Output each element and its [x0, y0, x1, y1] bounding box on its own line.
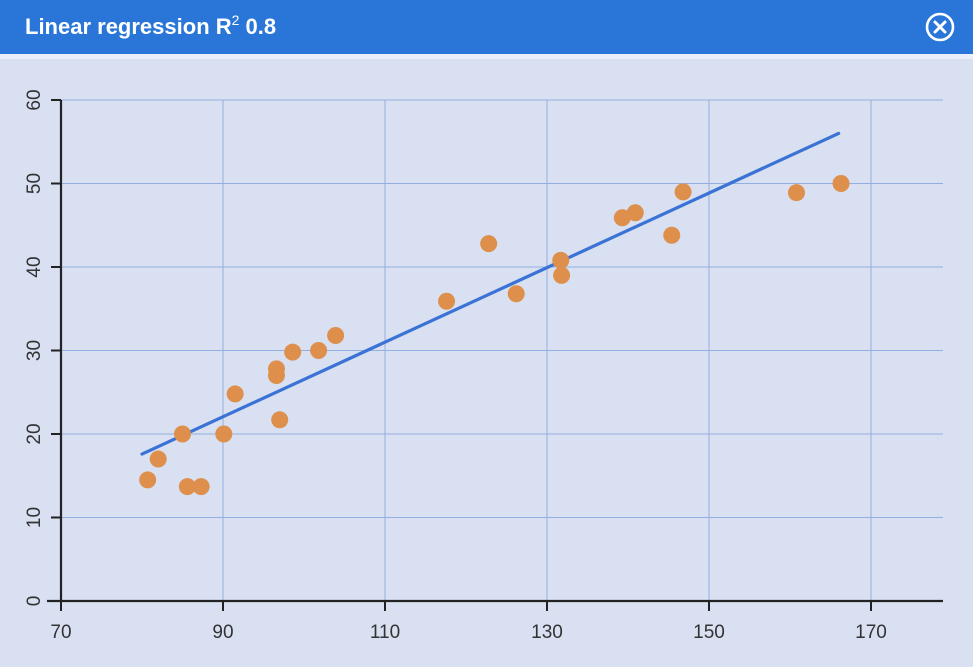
- data-point: [787, 184, 805, 202]
- data-point: [674, 183, 692, 201]
- x-tick-label: 70: [50, 622, 71, 643]
- data-point: [438, 292, 456, 310]
- data-point: [174, 425, 191, 443]
- data-point: [149, 450, 167, 468]
- data-point: [284, 343, 302, 361]
- regression-line: [140, 131, 841, 456]
- title-superscript: 2: [231, 12, 240, 28]
- data-point: [267, 367, 285, 385]
- data-point: [613, 209, 631, 227]
- x-tick-label: 90: [212, 622, 233, 643]
- y-tick-label: 30: [24, 340, 45, 361]
- x-tick-label: 150: [693, 622, 725, 643]
- data-point: [327, 326, 345, 344]
- y-tick-label: 0: [24, 596, 45, 607]
- data-point: [480, 235, 498, 253]
- data-points: [139, 175, 850, 496]
- data-point: [552, 251, 570, 269]
- x-tick-label: 110: [370, 622, 400, 643]
- data-point: [663, 226, 681, 244]
- x-tick-label: 130: [531, 622, 563, 643]
- grid-lines: [61, 99, 943, 601]
- panel-divider: [0, 54, 973, 59]
- close-button[interactable]: [924, 11, 956, 43]
- data-point: [553, 266, 571, 284]
- data-point: [310, 342, 328, 359]
- data-point: [507, 285, 525, 303]
- window-title: Linear regression R2 0.8: [25, 12, 276, 42]
- title-bar: Linear regression R2 0.8: [0, 0, 973, 54]
- y-tick-label: 10: [24, 507, 45, 528]
- data-point: [271, 411, 289, 429]
- axes: [47, 99, 943, 611]
- regression-line-group: [140, 131, 841, 456]
- data-point: [139, 471, 157, 489]
- tick-labels: 70 90 110 130 150 170 0 10 20 30 40 50 60: [24, 89, 887, 643]
- scatter-chart: 70 90 110 130 150 170 0 10 20 30 40 50 60: [0, 59, 973, 667]
- title-value: 0.8: [239, 14, 277, 39]
- close-circle-icon: [925, 12, 955, 42]
- y-tick-label: 50: [24, 173, 45, 194]
- title-main: Linear regression R: [25, 14, 232, 39]
- y-tick-label: 40: [24, 256, 45, 277]
- scatter-plot-svg: 70 90 110 130 150 170 0 10 20 30 40 50 60: [24, 89, 943, 643]
- data-point: [178, 478, 196, 496]
- y-tick-label: 60: [24, 89, 45, 110]
- data-point: [832, 175, 850, 192]
- data-point: [215, 425, 233, 443]
- y-tick-label: 20: [24, 423, 45, 444]
- data-point: [192, 478, 210, 496]
- x-tick-label: 170: [855, 622, 887, 643]
- data-point: [226, 385, 244, 403]
- data-point: [626, 204, 644, 222]
